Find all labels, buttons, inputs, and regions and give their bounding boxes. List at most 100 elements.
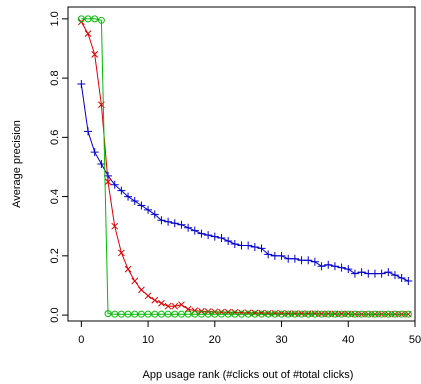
data-point <box>224 310 232 318</box>
data-point <box>178 301 185 309</box>
data-point <box>284 254 293 263</box>
data-point <box>130 197 139 206</box>
data-point <box>384 310 392 318</box>
y-tick-label: 0.8 <box>49 70 61 85</box>
y-tick-label: 1.0 <box>49 11 61 26</box>
data-point <box>377 269 386 278</box>
data-point <box>84 30 92 38</box>
data-point <box>324 310 332 318</box>
data-point <box>170 219 179 228</box>
data-point <box>137 310 145 318</box>
data-point <box>77 80 86 89</box>
data-point <box>338 310 346 318</box>
data-point <box>171 302 179 310</box>
data-point <box>91 15 99 23</box>
data-point <box>77 15 85 23</box>
data-point <box>224 237 233 246</box>
data-point <box>244 241 253 250</box>
data-point <box>304 310 312 318</box>
data-point <box>384 268 393 277</box>
data-point <box>151 296 159 304</box>
data-point <box>304 256 313 265</box>
data-point <box>111 222 119 230</box>
data-point <box>158 299 165 307</box>
data-point <box>298 310 306 318</box>
data-point <box>164 302 172 310</box>
data-point <box>150 210 159 219</box>
data-point <box>278 310 286 318</box>
data-point <box>217 234 226 243</box>
data-point <box>397 274 406 283</box>
data-point <box>184 305 192 313</box>
data-point <box>191 307 199 314</box>
data-point <box>277 251 286 260</box>
data-point <box>177 220 186 229</box>
data-point <box>97 160 106 168</box>
data-point <box>124 192 133 201</box>
data-point <box>84 127 93 136</box>
y-tick-label: 0.2 <box>49 248 61 263</box>
x-tick-label: 40 <box>342 334 354 346</box>
data-point <box>350 269 359 278</box>
data-point <box>84 15 92 23</box>
data-point <box>378 310 386 318</box>
data-point <box>297 256 306 265</box>
data-point <box>171 310 179 318</box>
data-point <box>177 310 185 318</box>
plot-frame <box>67 6 416 322</box>
data-point <box>104 310 112 318</box>
data-point <box>330 262 339 271</box>
data-point <box>231 310 239 318</box>
data-point <box>371 310 379 318</box>
series-circle <box>77 15 412 318</box>
data-point <box>271 310 279 318</box>
data-point <box>111 310 119 318</box>
data-point <box>211 310 219 318</box>
y-tick-label: 0.4 <box>49 189 61 204</box>
data-point <box>358 310 366 318</box>
data-point <box>204 310 212 318</box>
data-point <box>244 310 252 318</box>
data-point <box>124 310 132 318</box>
data-point <box>197 310 205 318</box>
data-point <box>131 277 139 285</box>
data-point <box>144 292 152 300</box>
data-point <box>291 310 299 318</box>
data-point <box>144 310 152 318</box>
x-tick-label: 10 <box>142 334 154 346</box>
data-point <box>91 51 99 58</box>
data-point <box>391 310 399 318</box>
data-point <box>110 180 119 189</box>
data-point <box>210 232 219 241</box>
data-point <box>251 310 259 318</box>
data-point <box>157 310 165 318</box>
data-point <box>104 178 112 186</box>
y-tick-label: 0.6 <box>49 130 61 145</box>
data-point <box>290 254 299 263</box>
series-line <box>80 21 409 315</box>
data-point <box>258 310 266 318</box>
y-axis-label: Average precision <box>11 120 23 208</box>
data-point <box>238 310 245 318</box>
x-tick-label: 30 <box>275 334 287 346</box>
x-tick-label: 0 <box>78 334 84 346</box>
data-point <box>311 310 319 318</box>
data-point <box>144 205 153 214</box>
x-tick-label: 20 <box>209 334 221 346</box>
data-point <box>184 223 193 232</box>
data-point <box>257 244 266 253</box>
data-point <box>164 310 172 318</box>
data-point <box>270 251 279 260</box>
data-point <box>250 242 259 251</box>
data-point <box>317 262 326 271</box>
data-point <box>217 310 225 318</box>
data-point <box>137 201 146 210</box>
data-point <box>404 310 412 318</box>
data-point <box>264 250 273 259</box>
y-axis: 0.0 0.2 0.4 0.6 0.8 1.0 <box>49 11 69 323</box>
data-point <box>138 286 145 294</box>
data-point <box>398 310 406 318</box>
data-point <box>390 271 399 280</box>
data-point <box>118 249 125 257</box>
